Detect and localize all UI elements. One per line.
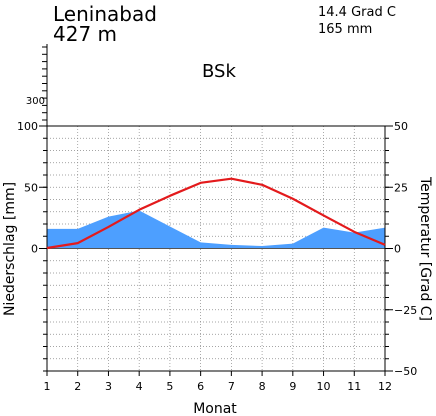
precipitation-area	[47, 210, 385, 249]
mean-temperature: 14.4 Grad C	[318, 5, 396, 20]
temp-tick-label: 0	[394, 243, 401, 256]
month-tick-label: 12	[378, 380, 392, 393]
month-tick-label: 5	[166, 380, 173, 393]
axes	[39, 44, 393, 376]
month-tick-label: 7	[228, 380, 235, 393]
precipitation-fill	[47, 210, 385, 249]
month-tick-label: 10	[317, 380, 331, 393]
temp-tick-label: 25	[394, 181, 408, 194]
month-tick-label: 3	[105, 380, 112, 393]
month-tick-label: 4	[136, 380, 143, 393]
month-tick-label: 1	[44, 380, 51, 393]
month-tick-label: 6	[197, 380, 204, 393]
precip-upper-tick-label: 300	[26, 96, 45, 107]
y-axis-label-right: Temperatur [Grad C]	[417, 176, 433, 321]
temperature-line	[46, 177, 386, 250]
station-name: Leninabad	[53, 2, 157, 26]
y-axis-label-left: Niederschlag [mm]	[2, 182, 18, 316]
station-elevation: 427 m	[53, 22, 118, 46]
month-tick-label: 9	[289, 380, 296, 393]
temp-tick-label: 50	[394, 120, 408, 133]
month-tick-label: 8	[259, 380, 266, 393]
month-tick-label: 2	[74, 380, 81, 393]
temp-tick-label: −25	[394, 304, 417, 317]
temp-tick-label: −50	[394, 365, 417, 378]
precip-tick-label: 0	[31, 243, 38, 256]
x-axis-label: Monat	[193, 401, 237, 416]
precip-tick-label: 50	[24, 181, 38, 194]
temperature-series	[46, 177, 386, 250]
precip-tick-label: 100	[17, 120, 38, 133]
climate-classification: BSk	[202, 61, 236, 82]
annual-precipitation: 165 mm	[318, 22, 373, 37]
month-tick-label: 11	[347, 380, 361, 393]
